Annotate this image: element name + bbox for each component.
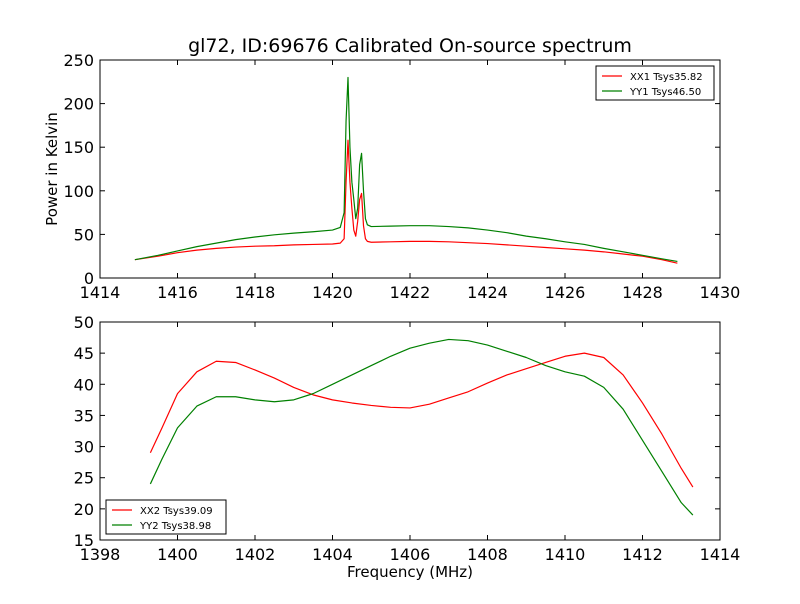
x-tick-label: 1402 xyxy=(235,545,276,564)
x-tick-label: 1410 xyxy=(545,545,586,564)
y-tick-label: 200 xyxy=(63,95,94,114)
y-axis-label: Power in Kelvin xyxy=(43,112,61,226)
top-panel: 1414 1416 1418 1420 1422 1424 1426 1428 1430 0 50 1… xyxy=(43,51,740,302)
legend-label: YY1 Tsys46.50 xyxy=(629,87,701,98)
legend-frame xyxy=(595,65,715,101)
y-tick-label: 45 xyxy=(74,344,94,363)
y-tick-label: 150 xyxy=(63,138,94,157)
x-tick-label: 1400 xyxy=(157,545,198,564)
legend-label: XX2 Tsys39.09 xyxy=(140,506,213,517)
y-tick-label: 15 xyxy=(74,531,94,550)
legend: XX2 Tsys39.09 YY2 Tsys38.98 xyxy=(105,499,227,535)
x-tick-label: 1420 xyxy=(312,283,353,302)
y-tick-label: 25 xyxy=(74,469,94,488)
y-tick-label: 250 xyxy=(63,51,94,70)
x-tick-label: 1398 xyxy=(80,545,121,564)
y-tick-label: 30 xyxy=(74,438,94,457)
x-tick-label: 1414 xyxy=(80,283,121,302)
x-tick-label: 1416 xyxy=(157,283,198,302)
x-tick-label: 1430 xyxy=(700,283,741,302)
x-tick-label: 1424 xyxy=(467,283,508,302)
series-line-yy1 xyxy=(134,76,678,263)
series-line-xx1 xyxy=(134,139,678,264)
y-tick-label: 35 xyxy=(74,406,94,425)
y-tick-label: 40 xyxy=(74,375,94,394)
series-line-yy2 xyxy=(149,338,694,516)
y-tick-label: 50 xyxy=(74,225,94,244)
x-axis-label: Frequency (MHz) xyxy=(347,563,473,581)
x-tick-label: 1422 xyxy=(390,283,431,302)
chart-title: gl72, ID:69676 Calibrated On-source spec… xyxy=(188,35,632,57)
x-tick-label: 1412 xyxy=(622,545,663,564)
x-tick-label: 1408 xyxy=(467,545,508,564)
bottom-panel: 1398 1400 1402 1404 1406 1408 1410 1412 1414 15 20… xyxy=(74,313,741,581)
x-tick-label: 1418 xyxy=(235,283,276,302)
legend-label: XX1 Tsys35.82 xyxy=(630,72,703,83)
x-tick-label: 1426 xyxy=(545,283,586,302)
legend-frame xyxy=(105,499,227,535)
x-tick-label: 1414 xyxy=(700,545,741,564)
x-tick-label: 1406 xyxy=(390,545,431,564)
x-tick-label: 1404 xyxy=(312,545,353,564)
y-tick-label: 0 xyxy=(84,269,94,288)
y-tick-label: 20 xyxy=(74,500,94,519)
y-tick-label: 100 xyxy=(63,182,94,201)
legend-label: YY2 Tsys38.98 xyxy=(139,521,211,532)
x-tick-label: 1428 xyxy=(622,283,663,302)
series-line-xx2 xyxy=(149,352,694,488)
y-tick-label: 50 xyxy=(74,313,94,332)
legend: XX1 Tsys35.82 YY1 Tsys46.50 xyxy=(595,65,715,101)
